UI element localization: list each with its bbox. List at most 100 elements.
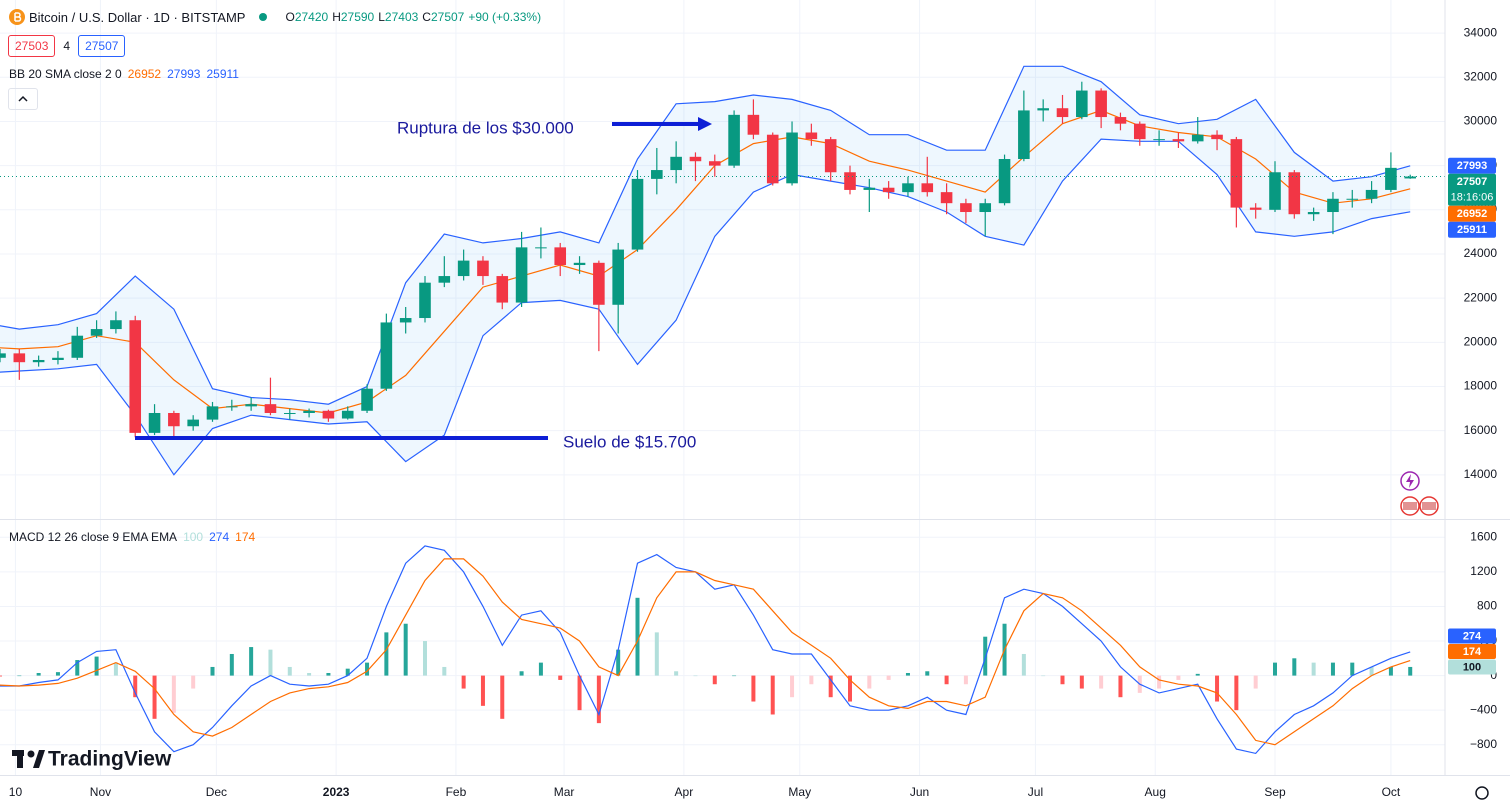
histogram-bar [442,666,447,676]
candle-body [670,156,682,171]
collapse-button[interactable] [8,88,38,110]
annotations: Ruptura de los $30.000 Suelo de $15.700 [135,117,712,451]
band-line [0,138,1411,476]
candle-body [457,260,470,277]
histogram-bar [1079,675,1084,689]
candle-body [612,249,624,305]
ask[interactable]: 27507 [78,35,126,57]
x-tick-label: Nov [90,785,111,799]
icon [1406,474,1414,488]
value-tag-label: 100 [1463,661,1481,673]
candle-body [129,320,142,433]
grid [0,0,1445,775]
histogram-bar [326,673,331,676]
value-tag [1448,643,1496,659]
histogram-bar [1176,675,1181,680]
symbol-title[interactable]: Bitcoin / U.S. Dollar · 1D · BITSTAMP [29,9,246,25]
candle-body [1056,108,1069,118]
candle-body [71,335,84,358]
candle-body [1288,172,1301,215]
candle-body [1269,172,1281,210]
histogram-bar [113,662,118,676]
price-tag [1448,205,1496,222]
flag [1403,502,1417,510]
x-tick-label: Apr [675,785,694,799]
band-line [0,65,1411,405]
macd-line [0,558,1411,746]
bb-legend: BB 20 SMA close 2 0 26952 27993 25911 [9,67,239,81]
histogram-bar [287,666,292,676]
chevron [18,95,28,102]
histogram-bar [577,675,582,711]
bid[interactable]: 27503 [8,35,56,57]
candle-body [824,139,837,173]
candle-body [1172,139,1185,142]
price-tag [1448,221,1496,238]
histogram-bar [461,675,466,689]
settings-icon[interactable] [1475,786,1489,800]
indicator-value: 274 [209,530,230,544]
y-tick-label: 18000 [1464,379,1498,393]
countdown: 18:16:06 [1451,192,1494,204]
candle-body [1037,108,1049,111]
histogram-bar [1311,662,1316,676]
x-tick-label: Dec [206,785,227,799]
y-tick-label: 1600 [1470,529,1497,543]
candle-body [1133,123,1146,140]
histogram-bar [171,675,176,713]
logo: TradingView [12,748,172,771]
candle-body [206,406,219,420]
candle-body [0,353,6,358]
candle-body [1404,176,1417,179]
histogram-bar [1408,666,1413,676]
candle-body [631,178,644,250]
histogram-bar [886,675,891,680]
candle-body [1249,207,1262,210]
histogram-bar [925,671,930,676]
value-tag-label: 174 [1463,646,1482,658]
candle-body [1211,134,1223,140]
annotation-text: Ruptura de los $30.000 [397,118,574,137]
histogram-bar [36,673,41,676]
candle-body [940,192,953,204]
candle-body [1191,134,1204,142]
candle-body [361,388,373,411]
candle-body [786,132,798,184]
y-tick-label: 34000 [1464,25,1498,39]
price-tag-label: 25911 [1457,224,1487,236]
candle-body [1365,189,1378,199]
histogram-bar [1388,666,1393,676]
candle-body [168,412,180,427]
histogram-bar [307,673,312,676]
candle-body [708,161,721,166]
histogram-bar [500,675,505,719]
candle-body [998,159,1011,204]
candle-body [303,410,315,413]
candle-body [399,318,412,323]
x-tick-label: 2023 [323,785,350,799]
indicator-value: 27993 [167,67,201,81]
indicator-name[interactable]: BB 20 SMA close 2 0 [9,67,122,81]
candle-body [322,410,335,419]
bollinger-bands [0,65,1411,476]
candle-body [438,276,451,283]
price-tag-label: 27993 [1457,160,1488,172]
histogram-bar [674,671,679,676]
coin-icon [9,9,25,25]
price-tag [1448,173,1496,206]
histogram-bar [519,671,524,676]
candle-body [341,410,354,419]
candle-body [13,353,26,363]
candle-body [1153,139,1165,141]
candle-body [554,247,567,266]
histogram-bar [210,666,215,676]
y-tick-label: 24000 [1464,246,1498,260]
indicator-name[interactable]: MACD 12 26 close 9 EMA EMA [9,530,178,544]
logo-mark [17,750,23,768]
histogram-bar [983,636,988,676]
y-tick-label: 0 [1490,668,1497,682]
candle-body [882,187,895,193]
histogram-bar [423,641,427,676]
candle-body [1346,198,1359,200]
